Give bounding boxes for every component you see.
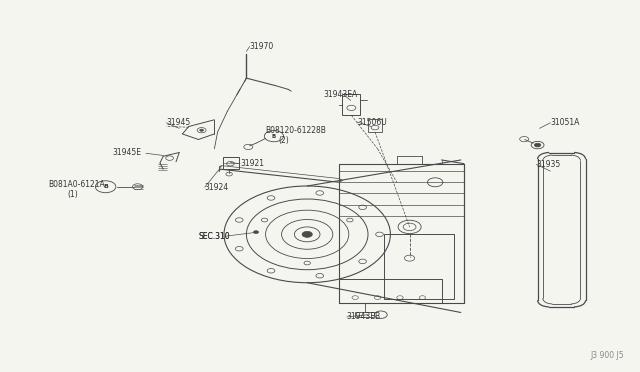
Text: 31935: 31935 bbox=[536, 160, 561, 169]
Text: 31921: 31921 bbox=[240, 159, 264, 168]
Bar bbox=[223, 157, 239, 169]
Circle shape bbox=[302, 231, 312, 237]
Bar bbox=[339, 279, 442, 303]
Text: 31943EB: 31943EB bbox=[347, 312, 381, 321]
Text: 31970: 31970 bbox=[250, 42, 274, 51]
Text: B08120-61228B: B08120-61228B bbox=[266, 126, 326, 135]
Bar bbox=[339, 164, 464, 303]
Text: 31945E: 31945E bbox=[112, 148, 141, 157]
Text: B: B bbox=[272, 134, 276, 139]
Text: SEC.310: SEC.310 bbox=[198, 232, 230, 241]
Text: (1): (1) bbox=[67, 190, 78, 199]
Text: (2): (2) bbox=[278, 136, 289, 145]
Text: 31924: 31924 bbox=[205, 183, 229, 192]
Bar bbox=[368, 119, 382, 132]
Text: B081A0-6121A: B081A0-6121A bbox=[48, 180, 105, 189]
Bar bbox=[384, 234, 454, 299]
Circle shape bbox=[200, 129, 204, 131]
Text: J3 900 J5: J3 900 J5 bbox=[590, 351, 624, 360]
Text: 31051A: 31051A bbox=[550, 118, 580, 127]
Text: 31945: 31945 bbox=[166, 118, 191, 127]
Text: 31943EA: 31943EA bbox=[323, 90, 358, 99]
Circle shape bbox=[253, 231, 259, 234]
Bar bbox=[342, 94, 360, 115]
Bar bbox=[355, 312, 374, 317]
Text: B: B bbox=[103, 184, 108, 189]
Text: SEC.310: SEC.310 bbox=[198, 232, 230, 241]
Circle shape bbox=[534, 143, 541, 147]
Text: 31506U: 31506U bbox=[357, 118, 387, 126]
